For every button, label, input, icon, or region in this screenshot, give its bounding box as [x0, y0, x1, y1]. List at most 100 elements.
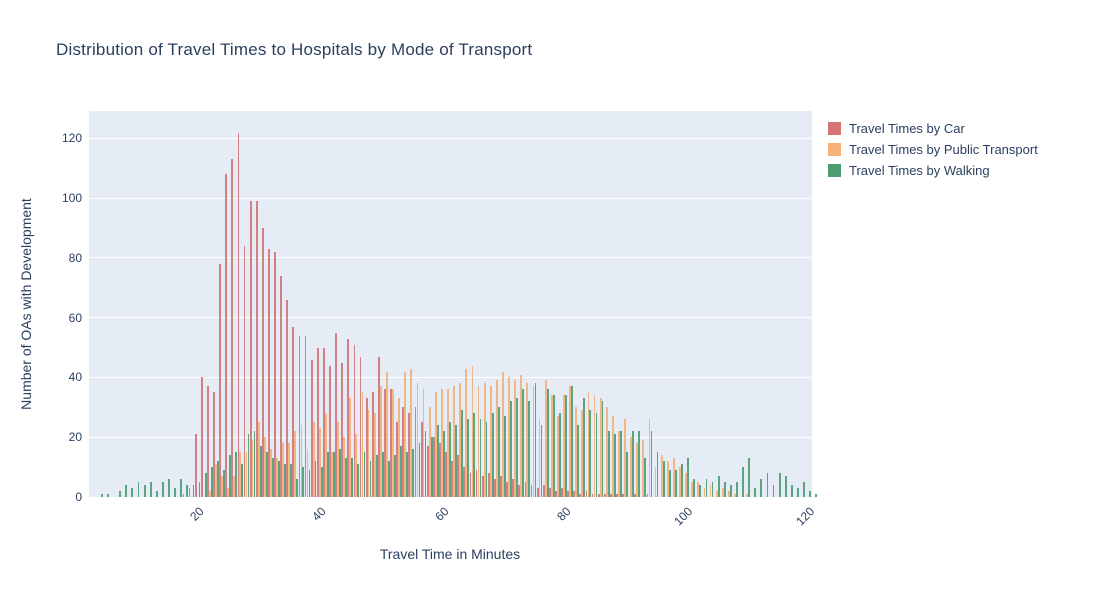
histogram-bar: [630, 437, 633, 497]
histogram-bar: [618, 431, 620, 497]
legend-label-car: Travel Times by Car: [849, 121, 965, 136]
histogram-bar: [516, 398, 518, 497]
histogram-bar: [347, 338, 350, 497]
legend-item-walking[interactable]: Travel Times by Walking: [828, 160, 1038, 181]
histogram-bar: [294, 431, 297, 497]
histogram-bar: [534, 383, 537, 497]
histogram-bar: [687, 458, 689, 497]
histogram-bar: [790, 485, 793, 497]
histogram-bar: [597, 494, 600, 497]
histogram-bar: [402, 407, 405, 497]
legend: Travel Times by Car Travel Times by Publ…: [828, 118, 1038, 181]
histogram-bar: [508, 377, 510, 497]
histogram-bar: [512, 479, 515, 497]
histogram-bar: [414, 407, 417, 497]
histogram-bar: [485, 422, 488, 497]
histogram-bar: [316, 347, 319, 497]
histogram-bar: [809, 491, 812, 497]
histogram-bar: [616, 494, 618, 497]
histogram-bar: [426, 446, 429, 497]
y-tick-label: 60: [68, 310, 82, 325]
histogram-bar: [495, 380, 498, 497]
histogram-bar: [271, 458, 274, 497]
histogram-bar: [320, 467, 323, 497]
histogram-bar: [668, 470, 671, 497]
histogram-bar: [268, 249, 270, 497]
histogram-bar: [766, 473, 769, 497]
histogram-bar: [465, 368, 468, 497]
histogram-bar: [186, 485, 189, 497]
histogram-bar: [797, 488, 799, 497]
histogram-bar: [685, 473, 688, 497]
histogram-bar: [367, 410, 370, 497]
legend-swatch-walking: [828, 164, 841, 177]
histogram-bar: [479, 419, 482, 497]
histogram-bar: [734, 494, 736, 497]
histogram-bar: [571, 386, 573, 497]
histogram-bar: [434, 392, 437, 497]
y-tick-label: 40: [68, 370, 82, 385]
histogram-bar: [312, 422, 315, 497]
histogram-bar: [624, 419, 626, 497]
histogram-bar: [335, 332, 337, 497]
histogram-bar: [215, 464, 217, 497]
histogram-bar: [210, 467, 213, 497]
histogram-bar: [302, 467, 305, 497]
histogram-bar: [483, 383, 486, 497]
histogram-bar: [253, 431, 256, 497]
histogram-bar: [412, 449, 415, 497]
histogram-bar: [524, 482, 527, 497]
histogram-bar: [223, 470, 225, 497]
histogram-bar: [430, 437, 433, 497]
histogram-bar: [565, 395, 567, 497]
histogram-bar: [400, 446, 402, 497]
histogram-bar: [353, 344, 356, 497]
histogram-bar: [467, 419, 470, 497]
histogram-bar: [477, 386, 480, 497]
x-tick-label: 40: [309, 504, 330, 524]
histogram-bar: [125, 485, 128, 497]
histogram-bar: [149, 482, 152, 497]
histogram-bar: [259, 446, 262, 497]
legend-item-public-transport[interactable]: Travel Times by Public Transport: [828, 139, 1038, 160]
histogram-bar: [709, 485, 712, 497]
histogram-bar: [341, 362, 344, 497]
histogram-bar: [461, 410, 464, 497]
histogram-bar: [255, 201, 258, 497]
legend-item-car[interactable]: Travel Times by Car: [828, 118, 1038, 139]
histogram-bar: [589, 410, 592, 497]
histogram-bar: [200, 377, 203, 497]
histogram-bar: [440, 389, 443, 497]
histogram-bar: [241, 464, 244, 497]
histogram-bar: [528, 401, 531, 497]
y-gridline: [89, 317, 812, 319]
histogram-bar: [274, 252, 276, 497]
histogram-bar: [573, 491, 576, 497]
histogram-bar: [489, 386, 492, 497]
histogram-bar: [593, 395, 596, 497]
histogram-bar: [375, 455, 378, 497]
histogram-bar: [282, 443, 284, 497]
y-gridline: [89, 376, 812, 378]
histogram-bar: [351, 458, 354, 497]
histogram-bar: [384, 389, 386, 497]
histogram-bar: [760, 479, 763, 497]
histogram-bar: [587, 392, 590, 497]
histogram-bar: [638, 431, 641, 497]
histogram-bar: [605, 407, 608, 497]
histogram-bar: [727, 491, 730, 497]
histogram-bar: [408, 413, 411, 497]
histogram-bar: [526, 383, 529, 497]
histogram-bar: [693, 479, 696, 497]
histogram-bar: [626, 452, 628, 497]
histogram-bar: [711, 482, 714, 497]
histogram-bar: [306, 449, 309, 497]
histogram-bar: [373, 413, 376, 497]
histogram-bar: [204, 473, 207, 497]
histogram-bar: [208, 491, 211, 497]
histogram-bar: [721, 488, 724, 497]
histogram-bar: [457, 455, 460, 497]
chart-title: Distribution of Travel Times to Hospital…: [56, 40, 533, 59]
y-tick-label: 20: [68, 430, 82, 445]
histogram-bar: [137, 482, 140, 497]
